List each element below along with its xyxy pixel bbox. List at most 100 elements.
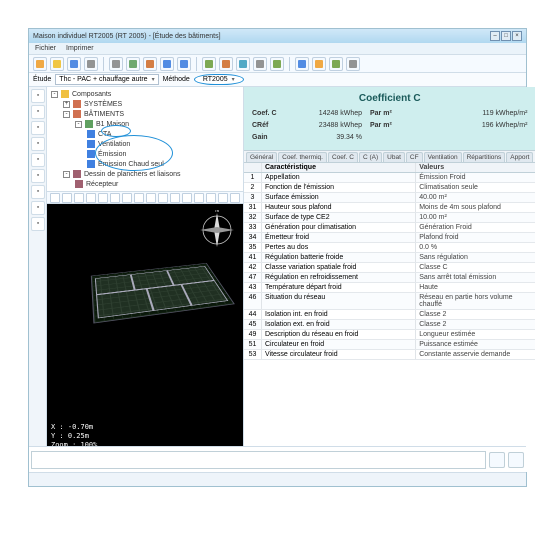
view-tool-12[interactable] — [194, 193, 204, 203]
view-tool-10[interactable] — [170, 193, 180, 203]
view-tool-2[interactable] — [74, 193, 84, 203]
chevron-down-icon: ▾ — [232, 76, 235, 83]
tab-coefc[interactable]: Coef. C — [328, 152, 358, 162]
cut-icon[interactable] — [109, 57, 123, 71]
component-tree[interactable]: -Composants+SYSTÈMES-BÂTIMENTS-B1 Maison… — [47, 87, 243, 192]
property-row[interactable]: 44Isolation int. en froidClasse 2 — [244, 310, 535, 320]
coef-row: Gain39.34 % — [252, 132, 527, 144]
property-row[interactable]: 46Situation du réseauRéseau en partie ho… — [244, 293, 535, 310]
save-icon[interactable] — [67, 57, 81, 71]
property-row[interactable]: 43Température départ froidHaute — [244, 283, 535, 293]
tree-node[interactable]: -Dessin de planchers et liaisons — [51, 169, 239, 179]
side-tool-1[interactable]: ▫ — [31, 105, 45, 119]
tree-node[interactable]: Ventilation — [51, 139, 239, 149]
property-row[interactable]: 47Régulation en refroidissementSans arrê… — [244, 273, 535, 283]
view-icon[interactable] — [236, 57, 250, 71]
tree-node[interactable]: -B1 Maison — [51, 119, 239, 129]
help-icon[interactable] — [312, 57, 326, 71]
tree-node[interactable]: Récepteur — [51, 179, 239, 189]
property-row[interactable]: 42Classe variation spatiale froidClasse … — [244, 263, 535, 273]
methode-dropdown[interactable]: RT2005 ▾ — [194, 74, 244, 85]
side-tool-3[interactable]: ▫ — [31, 137, 45, 151]
view-tool-5[interactable] — [110, 193, 120, 203]
tree-node[interactable]: -Composants — [51, 89, 239, 99]
property-row[interactable]: 45Isolation ext. en froidClasse 2 — [244, 320, 535, 330]
tab-gnral[interactable]: Général — [246, 152, 277, 162]
calc-icon[interactable] — [202, 57, 216, 71]
tree-node[interactable]: Émission — [51, 149, 239, 159]
property-row[interactable]: 32Surface de type CE210.00 m² — [244, 213, 535, 223]
tab-coefthermiq[interactable]: Coef. thermiq. — [278, 152, 327, 162]
view-tool-8[interactable] — [146, 193, 156, 203]
tree-node[interactable]: +SYSTÈMES — [51, 99, 239, 109]
report-icon[interactable] — [219, 57, 233, 71]
property-row[interactable]: 51Circulateur en froidPuissance estimée — [244, 340, 535, 350]
view-tool-7[interactable] — [134, 193, 144, 203]
tab-ubat[interactable]: Ubat — [383, 152, 405, 162]
property-row[interactable]: 41Régulation batterie froideSans régulat… — [244, 253, 535, 263]
property-row[interactable]: 49Description du réseau en froidLongueur… — [244, 330, 535, 340]
tree-node[interactable]: CTA — [51, 129, 239, 139]
view-tool-0[interactable] — [50, 193, 60, 203]
menu-fichier[interactable]: Fichier — [35, 45, 56, 52]
methode-label: Méthode — [163, 76, 190, 83]
property-row[interactable]: 33Génération pour climatisationGénératio… — [244, 223, 535, 233]
property-row[interactable]: 53Vitesse circulateur froidConstante ass… — [244, 350, 535, 360]
minimize-button[interactable]: – — [490, 31, 500, 41]
command-icon-1[interactable] — [489, 452, 505, 468]
copy-icon[interactable] — [126, 57, 140, 71]
viewer-canvas[interactable]: N X : -0.70m Y : 0.25m Zoom : 100% Mode … — [47, 204, 243, 472]
redo-icon[interactable] — [177, 57, 191, 71]
command-icon-2[interactable] — [508, 452, 524, 468]
maximize-button[interactable]: □ — [501, 31, 511, 41]
floor-plan — [91, 263, 235, 323]
layers-icon[interactable] — [270, 57, 284, 71]
command-input[interactable] — [31, 451, 486, 469]
titlebar: Maison individuel RT2005 (RT 2005) - [Ét… — [29, 29, 526, 43]
tree-node[interactable]: -BÂTIMENTS — [51, 109, 239, 119]
view-tool-6[interactable] — [122, 193, 132, 203]
side-tool-0[interactable]: ▫ — [31, 89, 45, 103]
menu-imprimer[interactable]: Imprimer — [66, 45, 94, 52]
property-row[interactable]: 3Surface émission40.00 m² — [244, 193, 535, 203]
side-tool-7[interactable]: ▫ — [31, 201, 45, 215]
tab-cf[interactable]: CF — [406, 152, 423, 162]
tab-rpartitions[interactable]: Répartitions — [463, 152, 506, 162]
misc-icon[interactable] — [346, 57, 360, 71]
tree-node[interactable]: Émission Chaud seul — [51, 159, 239, 169]
new-icon[interactable] — [33, 57, 47, 71]
property-row[interactable]: 34Émetteur froidPlafond froid — [244, 233, 535, 243]
property-row[interactable]: 2Fonction de l'émissionClimatisation seu… — [244, 183, 535, 193]
compass-icon: N — [197, 210, 237, 250]
side-tool-2[interactable]: ▫ — [31, 121, 45, 135]
tab-ventilation[interactable]: Ventilation — [424, 152, 462, 162]
undo-icon[interactable] — [160, 57, 174, 71]
print-icon[interactable] — [84, 57, 98, 71]
paste-icon[interactable] — [143, 57, 157, 71]
export-icon[interactable] — [329, 57, 343, 71]
property-table[interactable]: Caractéristique Valeurs 1AppellationÉmis… — [244, 163, 535, 472]
side-tool-5[interactable]: ▫ — [31, 169, 45, 183]
view-tool-4[interactable] — [98, 193, 108, 203]
side-tool-6[interactable]: ▫ — [31, 185, 45, 199]
view-tool-1[interactable] — [62, 193, 72, 203]
view-tool-9[interactable] — [158, 193, 168, 203]
property-row[interactable]: 1AppellationÉmission Froid — [244, 173, 535, 183]
side-tool-8[interactable]: ▫ — [31, 217, 45, 231]
side-tool-4[interactable]: ▫ — [31, 153, 45, 167]
view-tool-14[interactable] — [218, 193, 228, 203]
open-icon[interactable] — [50, 57, 64, 71]
command-bar — [29, 446, 526, 472]
etude-dropdown[interactable]: Thc - PAC + chauffage autre ▾ — [55, 74, 158, 85]
property-row[interactable]: 35Pertes au dos0.0 % — [244, 243, 535, 253]
close-button[interactable]: × — [512, 31, 522, 41]
view-tool-3[interactable] — [86, 193, 96, 203]
view-tool-13[interactable] — [206, 193, 216, 203]
tab-ca[interactable]: C (A) — [359, 152, 382, 162]
info-icon[interactable] — [295, 57, 309, 71]
property-row[interactable]: 31Hauteur sous plafondMoins de 4m sous p… — [244, 203, 535, 213]
view-tool-11[interactable] — [182, 193, 192, 203]
tab-apport[interactable]: Apport — [506, 152, 533, 162]
view-tool-15[interactable] — [230, 193, 240, 203]
settings-icon[interactable] — [253, 57, 267, 71]
